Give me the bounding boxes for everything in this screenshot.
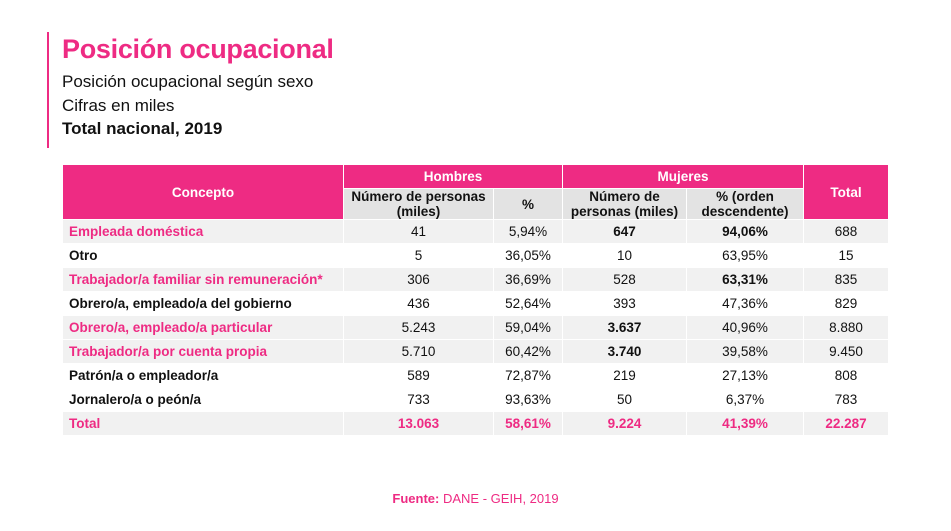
row-women: 3.740 [562,339,688,364]
row-men: 306 [343,267,494,292]
scope-note: Total nacional, 2019 [62,119,223,138]
row-women: 10 [562,243,688,268]
row-men-pct: 72,87% [492,363,564,388]
row-total: 783 [803,387,890,412]
page-title: Posición ocupacional [62,34,334,64]
source-note: Fuente: DANE - GEIH, 2019 [0,491,951,506]
subheader-women-count: Número de personas (miles) [562,188,688,220]
row-men-pct: 36,69% [492,267,564,292]
row-women-pct: 39,58% [686,339,805,364]
row-men-pct: 36,05% [492,243,564,268]
row-men-pct: 59,04% [492,315,564,340]
row-men-pct: 93,63% [492,387,564,412]
table-row: Empleada doméstica 41 5,94% 647 94,06% 6… [62,219,890,244]
total-concept: Total [62,411,344,436]
row-total: 15 [803,243,890,268]
row-total: 808 [803,363,890,388]
row-men: 5 [343,243,494,268]
table-row: Obrero/a, empleado/a del gobierno 436 52… [62,291,890,316]
total-women: 9.224 [562,411,688,436]
row-total: 9.450 [803,339,890,364]
row-women: 647 [562,219,688,244]
row-concept: Obrero/a, empleado/a del gobierno [62,291,344,316]
row-concept: Obrero/a, empleado/a particular [62,315,344,340]
row-women-pct: 94,06% [686,219,805,244]
row-women: 3.637 [562,315,688,340]
total-row: Total 13.063 58,61% 9.224 41,39% 22.287 [62,411,890,436]
header-women: Mujeres [562,164,805,189]
row-total: 688 [803,219,890,244]
header-concept: Concepto [62,164,344,220]
subheader-women-pct: % (orden descendente) [686,188,805,220]
row-women-pct: 6,37% [686,387,805,412]
row-women: 219 [562,363,688,388]
subheader-men-pct: % [492,188,564,220]
table-row: Otro 5 36,05% 10 63,95% 15 [62,243,890,268]
total-men: 13.063 [343,411,494,436]
total-men-pct: 58,61% [492,411,564,436]
subheader-men-count: Número de personas (miles) [343,188,494,220]
row-men: 589 [343,363,494,388]
table-row: Obrero/a, empleado/a particular 5.243 59… [62,315,890,340]
table-row: Patrón/a o empleador/a 589 72,87% 219 27… [62,363,890,388]
units-note: Cifras en miles [62,96,175,115]
row-concept: Jornalero/a o peón/a [62,387,344,412]
title-accent-bar [47,32,49,148]
row-concept: Empleada doméstica [62,219,344,244]
row-women: 50 [562,387,688,412]
row-concept: Trabajador/a por cuenta propia [62,339,344,364]
row-women-pct: 40,96% [686,315,805,340]
row-women-pct: 27,13% [686,363,805,388]
table-row: Jornalero/a o peón/a 733 93,63% 50 6,37%… [62,387,890,412]
row-men-pct: 60,42% [492,339,564,364]
total-women-pct: 41,39% [686,411,805,436]
total-total: 22.287 [803,411,890,436]
row-women-pct: 63,31% [686,267,805,292]
source-label: Fuente: [392,491,440,506]
row-concept: Patrón/a o empleador/a [62,363,344,388]
row-total: 8.880 [803,315,890,340]
row-men: 41 [343,219,494,244]
row-men: 5.243 [343,315,494,340]
row-men: 436 [343,291,494,316]
row-men: 733 [343,387,494,412]
row-women: 393 [562,291,688,316]
row-total: 835 [803,267,890,292]
row-men-pct: 5,94% [492,219,564,244]
table-row: Trabajador/a familiar sin remuneración* … [62,267,890,292]
row-concept: Otro [62,243,344,268]
row-total: 829 [803,291,890,316]
source-text: DANE - GEIH, 2019 [442,491,559,506]
row-women-pct: 63,95% [686,243,805,268]
header-total: Total [803,164,890,220]
row-men: 5.710 [343,339,494,364]
row-women: 528 [562,267,688,292]
table-row: Trabajador/a por cuenta propia 5.710 60,… [62,339,890,364]
row-concept: Trabajador/a familiar sin remuneración* [62,267,344,292]
occupation-table: Concepto Hombres Mujeres Total Número de… [62,164,890,436]
page-subtitle: Posición ocupacional según sexo [62,72,314,91]
row-men-pct: 52,64% [492,291,564,316]
row-women-pct: 47,36% [686,291,805,316]
header-men: Hombres [342,164,564,189]
